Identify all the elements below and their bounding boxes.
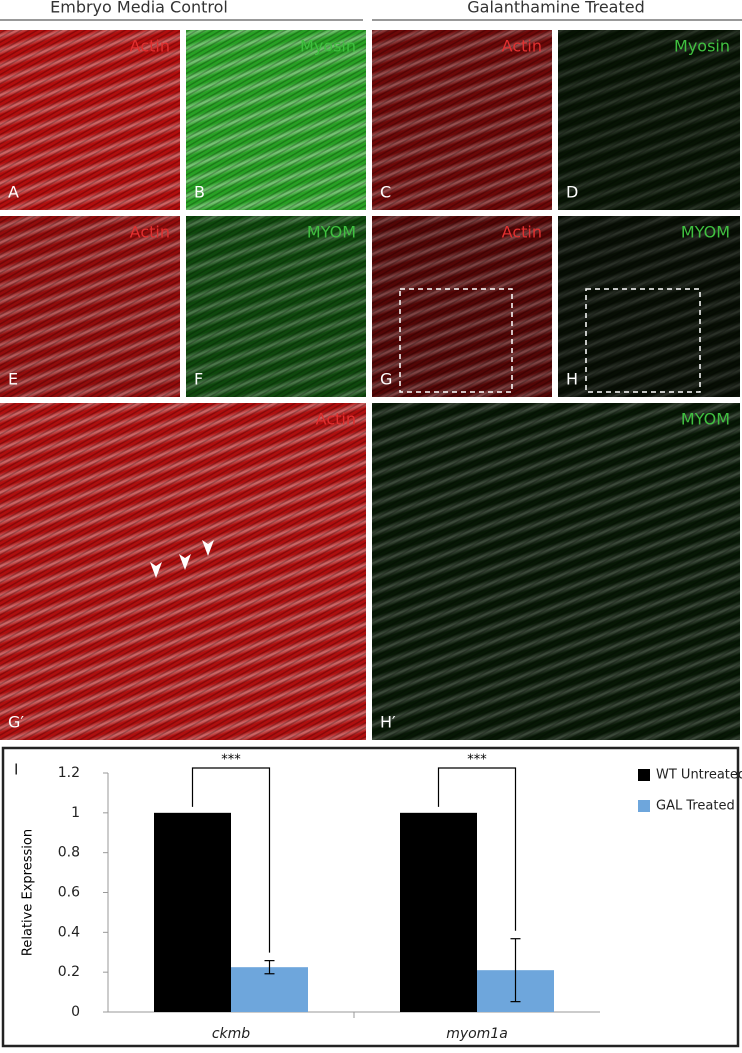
image-panel: Myosin D — [558, 30, 740, 210]
image-striations — [558, 216, 740, 397]
image-panel: Actin C — [372, 30, 552, 210]
panel-letter: F — [194, 370, 203, 389]
image-panel: MYOM H — [558, 216, 740, 397]
y-tick-label: 0.2 — [58, 964, 80, 980]
bar — [400, 812, 477, 1012]
bar-chart: I Relative Expression 0 0.2 0.4 0.6 0.8 1 1.2 ckm… — [14, 753, 742, 1043]
image-striations — [372, 216, 552, 397]
stain-label: MYOM — [681, 223, 730, 242]
stain-label: Myosin — [300, 37, 356, 56]
stain-label: Myosin — [674, 37, 730, 56]
significance-label: *** — [467, 753, 487, 768]
bar — [231, 967, 308, 1012]
y-tick-label: 1 — [71, 805, 80, 821]
image-panel: Actin E — [0, 216, 180, 397]
panel-letter: E — [8, 370, 18, 389]
y-tick-label: 0.4 — [58, 924, 80, 940]
arrowhead — [150, 562, 162, 578]
header: Embryo Media Control — [50, 0, 228, 17]
significance-bracket — [437, 767, 517, 931]
zoom-box — [399, 288, 513, 393]
panel-letter: B — [194, 183, 205, 202]
zoom-box — [585, 288, 701, 393]
y-axis-label: Relative Expression — [21, 829, 36, 956]
image-panel: Actin G — [372, 216, 552, 397]
y-tick-label: 0.6 — [58, 885, 80, 901]
stain-label: Actin — [130, 37, 170, 56]
stain-label: Actin — [502, 223, 542, 242]
x-tick-label: myom1a — [446, 1026, 508, 1042]
panel-letter: A — [8, 183, 19, 202]
panel-letter: C — [380, 183, 391, 202]
image-striations — [0, 216, 180, 397]
image-panels: Actin A Myosin B Actin C Myosin D Actin E MYOM F Act… — [0, 30, 740, 740]
image-striations — [372, 30, 552, 210]
chart-frame — [1, 746, 740, 1048]
stain-label: MYOM — [681, 410, 730, 429]
stain-label: MYOM — [307, 223, 356, 242]
arrowhead — [202, 540, 214, 556]
significance-bracket — [191, 767, 271, 953]
image-panel: Actin G′ — [0, 403, 366, 740]
x-tick-label: ckmb — [212, 1026, 250, 1042]
image-panel: Actin A — [0, 30, 180, 210]
y-tick-label: 0 — [71, 1004, 80, 1020]
significance-label: *** — [221, 753, 241, 768]
y-tick-label: 1.2 — [58, 765, 80, 781]
panel-letter: G — [380, 370, 392, 389]
image-panel: MYOM F — [186, 216, 366, 397]
stain-label: Actin — [130, 223, 170, 242]
image-striations — [558, 30, 740, 210]
arrowhead — [179, 554, 191, 570]
legend-label: WT Untreated — [656, 768, 742, 783]
bar — [154, 812, 231, 1012]
header: Galanthamine Treated — [467, 0, 644, 17]
image-striations — [0, 403, 366, 740]
panel-letter: I — [14, 761, 18, 779]
y-tick-label: 0.8 — [58, 845, 80, 861]
error-bar — [510, 938, 521, 1003]
legend-swatch — [638, 769, 650, 781]
stain-label: Actin — [316, 410, 356, 429]
panel-letter: G′ — [8, 713, 24, 732]
error-bar — [264, 960, 275, 975]
stain-label: Actin — [502, 37, 542, 56]
panel-letter: D — [566, 183, 578, 202]
image-striations — [0, 30, 180, 210]
image-panel: Myosin B — [186, 30, 366, 210]
panel-letter: H — [566, 370, 578, 389]
image-striations — [186, 30, 366, 210]
legend-label: GAL Treated — [656, 799, 735, 814]
image-striations — [186, 216, 366, 397]
image-panel: MYOM H′ — [372, 403, 740, 740]
legend-swatch — [638, 800, 650, 812]
panel-letter: H′ — [380, 713, 396, 732]
image-striations — [372, 403, 740, 740]
